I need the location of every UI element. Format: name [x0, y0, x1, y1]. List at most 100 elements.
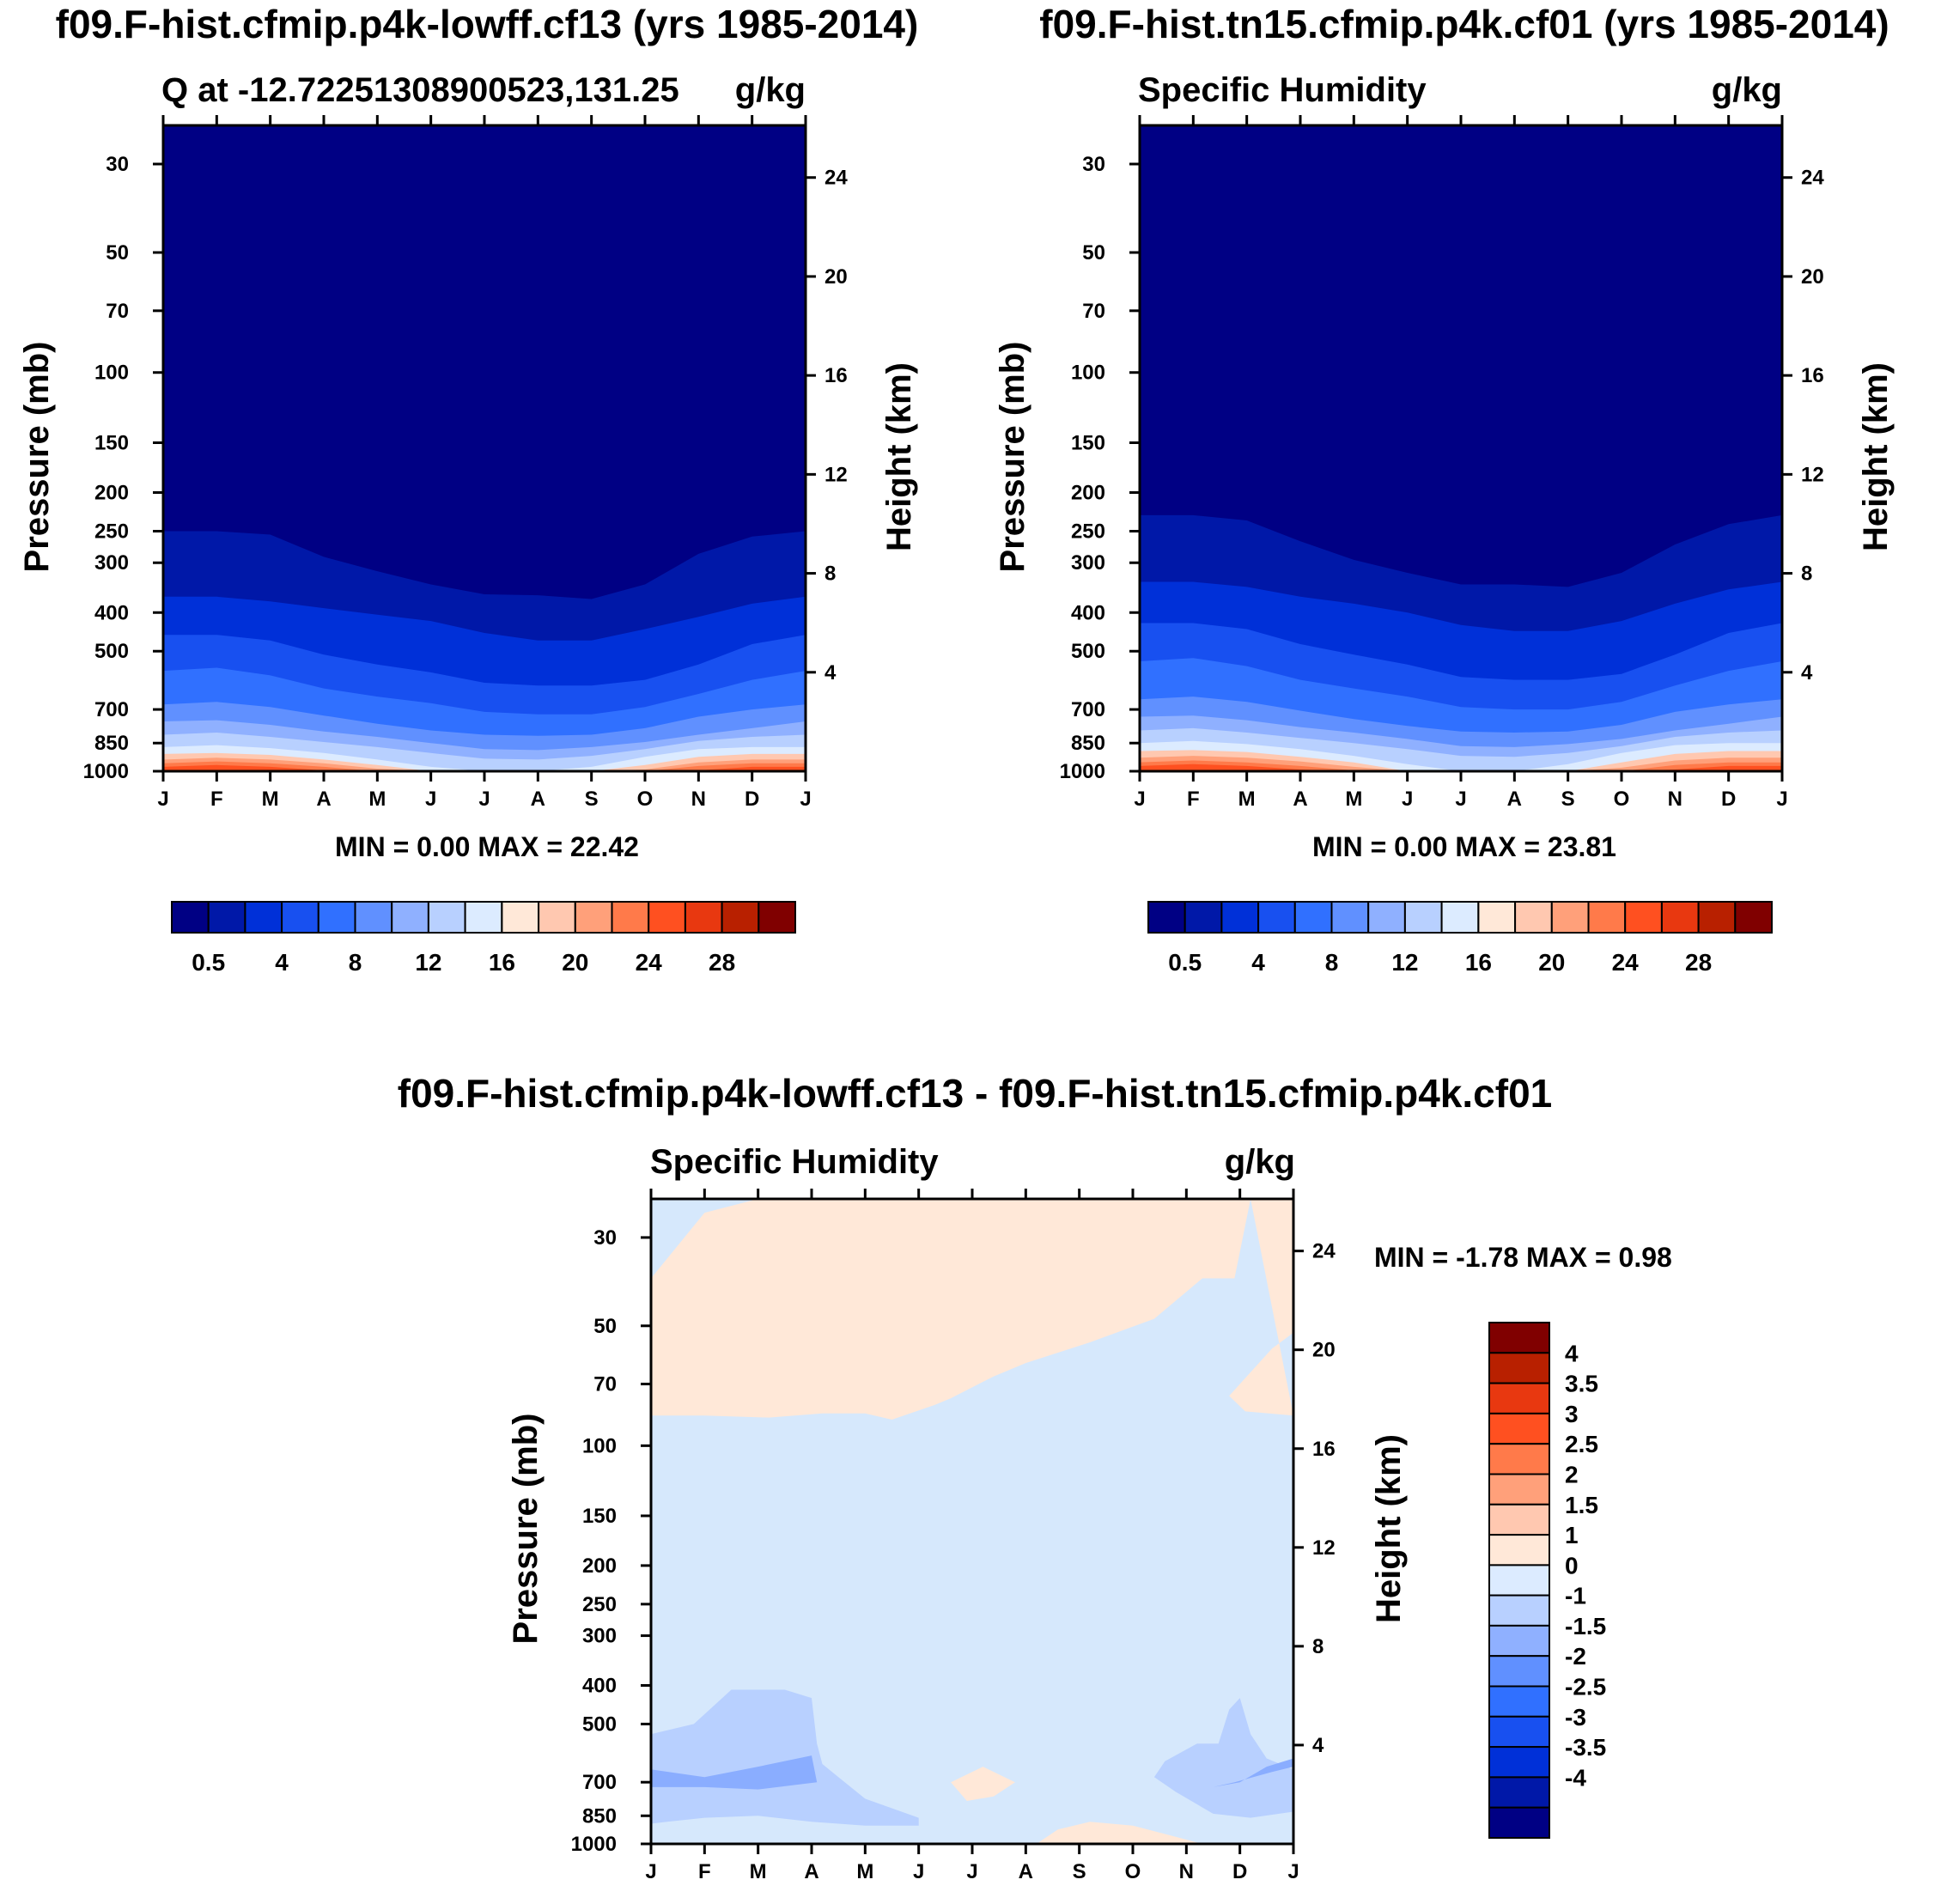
colorbar-label: -1 — [1565, 1583, 1586, 1609]
height-tick-label: 8 — [1801, 563, 1812, 586]
colorbar-swatch — [684, 901, 723, 934]
pressure-tick-label: 200 — [94, 481, 129, 504]
pressure-tick-label: 700 — [94, 698, 129, 721]
panel-2-plot: J F M A M J J A S O N D J 30 50 70 100 150 200 250 300 400 500… — [1060, 115, 1824, 811]
x-tick-label: M — [1238, 788, 1256, 811]
pressure-tick-label: 100 — [94, 362, 129, 385]
x-tick-label: O — [1614, 788, 1630, 811]
panel-2-y2label: Height (km) — [1857, 362, 1895, 551]
colorbar-label: 4 — [275, 949, 289, 976]
contour-band-positive — [1036, 1822, 1202, 1844]
colorbar-swatch — [1440, 901, 1480, 934]
colorbar-swatch — [1660, 901, 1700, 934]
pressure-tick-label: 150 — [582, 1505, 617, 1528]
x-tick-label: D — [1721, 788, 1736, 811]
colorbar-swatch — [1488, 1352, 1550, 1384]
height-tick-label: 16 — [1312, 1438, 1336, 1461]
colorbar-swatch — [1488, 1806, 1550, 1839]
x-tick-label: M — [368, 788, 386, 811]
panel-1-ylabel: Pressure (mb) — [18, 342, 56, 573]
colorbar-swatch — [354, 901, 393, 934]
panel-3-ylabel: Pressure (mb) — [507, 1414, 545, 1645]
contour-band-negative — [651, 1755, 818, 1790]
panel-2: f09.F-hist.tn15.cfmip.p4k.cf01 (yrs 1985… — [994, 2, 1895, 976]
height-tick-label: 12 — [825, 463, 848, 486]
panel-3-title: f09.F-hist.cfmip.p4k-lowff.cf13 - f09.F-… — [398, 1071, 1553, 1116]
height-tick-label: 24 — [825, 167, 848, 190]
colorbar-swatch — [1514, 901, 1553, 934]
colorbar-swatch — [1488, 1503, 1550, 1536]
colorbar-swatch — [1403, 901, 1443, 934]
pressure-tick-label: 30 — [106, 153, 129, 176]
height-tick-label: 8 — [825, 563, 836, 586]
colorbar-label: 16 — [489, 949, 515, 976]
colorbar-label: 0.5 — [1168, 949, 1202, 976]
colorbar-label: 28 — [709, 949, 735, 976]
panel-2-left-subtitle: Specific Humidity — [1138, 71, 1427, 109]
colorbar-swatch — [1697, 901, 1737, 934]
colorbar-swatch — [1488, 1564, 1550, 1597]
pressure-tick-label: 30 — [593, 1226, 617, 1250]
x-tick-label: M — [1345, 788, 1362, 811]
pressure-tick-label: 200 — [1071, 481, 1105, 504]
colorbar-label: 16 — [1465, 949, 1492, 976]
colorbar-swatch — [427, 901, 466, 934]
panel-1-stats: MIN = 0.00 MAX = 22.42 — [335, 831, 639, 862]
pressure-tick-label: 250 — [94, 520, 129, 543]
colorbar-label: 20 — [562, 949, 588, 976]
x-tick-label: J — [1455, 788, 1466, 811]
pressure-tick-label: 850 — [94, 732, 129, 755]
height-tick-label: 4 — [825, 661, 837, 684]
pressure-tick-label: 300 — [582, 1625, 617, 1648]
panel-3-left-subtitle: Specific Humidity — [650, 1143, 939, 1181]
colorbar-swatch — [721, 901, 760, 934]
colorbar-swatch — [317, 901, 356, 934]
colorbar-swatch — [1293, 901, 1333, 934]
colorbar-swatch — [1488, 1322, 1550, 1354]
contour-band-positive — [951, 1767, 1015, 1801]
colorbar-swatch — [758, 901, 796, 934]
x-tick-label: S — [1561, 788, 1575, 811]
pressure-tick-label: 500 — [582, 1712, 617, 1736]
pressure-tick-label: 400 — [94, 601, 129, 624]
contour-band — [1140, 760, 1782, 771]
colorbar-label: 0.5 — [192, 949, 225, 976]
colorbar-swatch — [1367, 901, 1406, 934]
pressure-tick-label: 50 — [1082, 241, 1105, 265]
colorbar-label: 12 — [415, 949, 441, 976]
colorbar-label: 1.5 — [1565, 1492, 1598, 1518]
panel-3-plot: J F M A M J J A S O N D J 30 50 70 100 150 200 250 300 400 500… — [571, 1189, 1336, 1883]
pressure-tick-label: 1000 — [571, 1833, 617, 1856]
x-tick-label: S — [1073, 1860, 1086, 1883]
x-tick-label: N — [1668, 788, 1682, 811]
panel-3-colorbar: 4 3.5 3 2.5 2 1.5 1 0 -1 -1.5 -2 -2.5 -3 -3.5 -4 — [1488, 1322, 1606, 1839]
x-tick-label: F — [1187, 788, 1200, 811]
x-tick-label: J — [800, 788, 811, 811]
pressure-tick-label: 70 — [106, 300, 129, 323]
contour-band-negative — [1153, 1698, 1293, 1818]
colorbar-label: 2 — [1565, 1462, 1579, 1488]
panel-1-left-subtitle: Q at -12.72251308900523,131.25 — [161, 71, 679, 109]
colorbar-swatch — [648, 901, 686, 934]
x-tick-label: M — [750, 1860, 767, 1883]
x-tick-label: O — [1125, 1860, 1141, 1883]
height-tick-label: 20 — [1312, 1339, 1336, 1362]
colorbar-swatch — [501, 901, 540, 934]
x-tick-label: J — [1402, 788, 1413, 811]
colorbar-label: 4 — [1251, 949, 1265, 976]
colorbar-label: -3.5 — [1565, 1734, 1606, 1761]
x-tick-label: M — [856, 1860, 873, 1883]
height-tick-label: 4 — [1312, 1734, 1324, 1757]
colorbar-swatch — [207, 901, 246, 934]
colorbar-label: 3.5 — [1565, 1371, 1598, 1397]
pressure-tick-label: 250 — [582, 1593, 617, 1616]
pressure-tick-label: 500 — [1071, 640, 1105, 663]
pressure-tick-label: 400 — [582, 1674, 617, 1697]
colorbar-label: 24 — [1612, 949, 1640, 976]
contour-band-positive-upper — [651, 1199, 1293, 1420]
panel-1-units: g/kg — [735, 71, 806, 109]
panel-1-plot: J F M A M J J A S O N D J 30 50 70 100 150 200 250 300 400 500… — [83, 115, 848, 811]
colorbar-swatch — [1488, 1685, 1550, 1718]
pressure-tick-label: 150 — [1071, 431, 1105, 454]
height-tick-label: 12 — [1801, 463, 1824, 486]
